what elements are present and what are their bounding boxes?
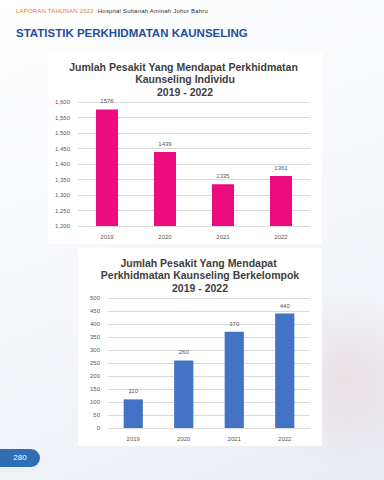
svg-text:1,300: 1,300 (55, 192, 71, 198)
html-text:280: 280 (13, 453, 27, 462)
svg-text:370: 370 (229, 321, 240, 327)
svg-text:Kaunseling Individu: Kaunseling Individu (135, 73, 235, 85)
svg-text:500: 500 (90, 295, 101, 301)
svg-text:50: 50 (93, 412, 100, 418)
svg-text:2019: 2019 (127, 436, 141, 442)
svg-text:1,200: 1,200 (55, 223, 71, 229)
svg-text:1,400: 1,400 (55, 161, 71, 167)
svg-text:440: 440 (280, 303, 291, 309)
svg-text:2019: 2019 (100, 234, 114, 240)
svg-text:2021: 2021 (216, 234, 230, 240)
svg-text:1576: 1576 (100, 98, 114, 104)
html-text:STATISTIK PERKHIDMATAN KAUNSEL: STATISTIK PERKHIDMATAN KAUNSELING (16, 27, 248, 39)
svg-text:2019 - 2022: 2019 - 2022 (172, 282, 228, 294)
svg-text:1,450: 1,450 (55, 146, 71, 152)
html-text:Hospital Sultanah Aminah Johor: Hospital Sultanah Aminah Johor Bahru (97, 8, 209, 14)
svg-text:200: 200 (90, 373, 101, 379)
svg-text:1335: 1335 (216, 173, 230, 179)
svg-text:1,250: 1,250 (55, 208, 71, 214)
svg-text:350: 350 (90, 334, 101, 340)
svg-text:400: 400 (90, 321, 101, 327)
svg-text:1,600: 1,600 (55, 99, 71, 105)
svg-text:1,350: 1,350 (55, 177, 71, 183)
svg-text:260: 260 (179, 349, 190, 355)
svg-text:2019 - 2022: 2019 - 2022 (157, 86, 213, 98)
svg-text:1,550: 1,550 (55, 115, 71, 121)
svg-text:Perkhidmatan Kaunseling Berkel: Perkhidmatan Kaunseling Berkelompok (101, 269, 300, 281)
svg-text:300: 300 (90, 347, 101, 353)
svg-text:100: 100 (90, 399, 101, 405)
svg-text:2022: 2022 (274, 234, 288, 240)
svg-text:2021: 2021 (228, 436, 242, 442)
svg-text:Jumlah Pesakit Yang Mendapat: Jumlah Pesakit Yang Mendapat (120, 257, 279, 269)
svg-text:1,500: 1,500 (55, 130, 71, 136)
svg-text:450: 450 (90, 308, 101, 314)
svg-text:110: 110 (128, 388, 138, 394)
svg-text:2020: 2020 (158, 234, 172, 240)
svg-text:250: 250 (90, 360, 101, 366)
svg-text:2020: 2020 (177, 436, 191, 442)
svg-text:Jumlah Pesakit Yang Mendapat P: Jumlah Pesakit Yang Mendapat Perkhidmata… (69, 61, 300, 73)
svg-text:150: 150 (90, 386, 101, 392)
svg-text:1439: 1439 (158, 141, 172, 147)
svg-text:2022: 2022 (278, 436, 292, 442)
html-text:LAPORAN TAHUNAN 2022: LAPORAN TAHUNAN 2022 (16, 8, 94, 14)
svg-text:0: 0 (97, 425, 101, 431)
svg-text:1361: 1361 (274, 165, 288, 171)
